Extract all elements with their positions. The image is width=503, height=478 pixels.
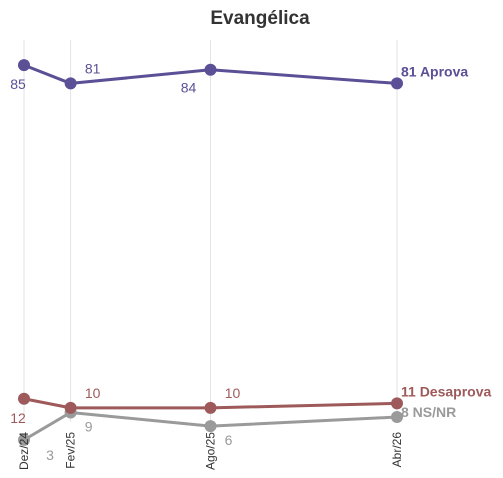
x-axis-ticks: Dez/24 Fev/25 Ago/25 Abr/26 — [17, 432, 404, 470]
data-label: 12 — [10, 410, 26, 426]
data-point — [18, 433, 30, 446]
series-group — [18, 59, 403, 446]
data-label: 6 — [225, 432, 233, 448]
data-point — [391, 411, 403, 424]
gridlines — [23, 40, 398, 422]
data-label: 85 — [10, 76, 26, 92]
data-point — [18, 392, 30, 405]
series-line-aprova — [22, 63, 399, 85]
data-point — [391, 397, 403, 410]
end-label: 81 Aprova — [401, 63, 468, 79]
data-point — [64, 401, 77, 414]
data-label: 10 — [225, 385, 241, 401]
x-tick-label: Fev/25 — [64, 432, 78, 469]
data-point — [18, 59, 30, 72]
x-tick-label: Abr/26 — [390, 432, 404, 468]
data-point — [204, 420, 217, 433]
data-point — [64, 77, 77, 90]
chart-title: Evangélica — [210, 8, 310, 29]
data-point — [204, 401, 217, 414]
data-label: 9 — [85, 418, 93, 434]
data-label: 10 — [85, 385, 101, 401]
data-point — [391, 77, 403, 90]
x-tick-label: Ago/25 — [204, 432, 218, 470]
data-labels: 85 81 84 81 Aprova 12 10 10 11 Desaprova 3 9 6 8 NS… — [10, 60, 491, 462]
end-label: 11 Desaprova — [401, 383, 491, 399]
x-tick-label: Dez/24 — [17, 432, 31, 470]
data-label: 81 — [85, 60, 101, 76]
series-line-nsnr — [22, 410, 399, 442]
end-label: 8 NS/NR — [401, 404, 456, 420]
series-line-desaprova — [22, 397, 399, 410]
data-label: 84 — [181, 80, 197, 96]
data-point — [204, 63, 217, 76]
data-label: 3 — [46, 447, 54, 463]
